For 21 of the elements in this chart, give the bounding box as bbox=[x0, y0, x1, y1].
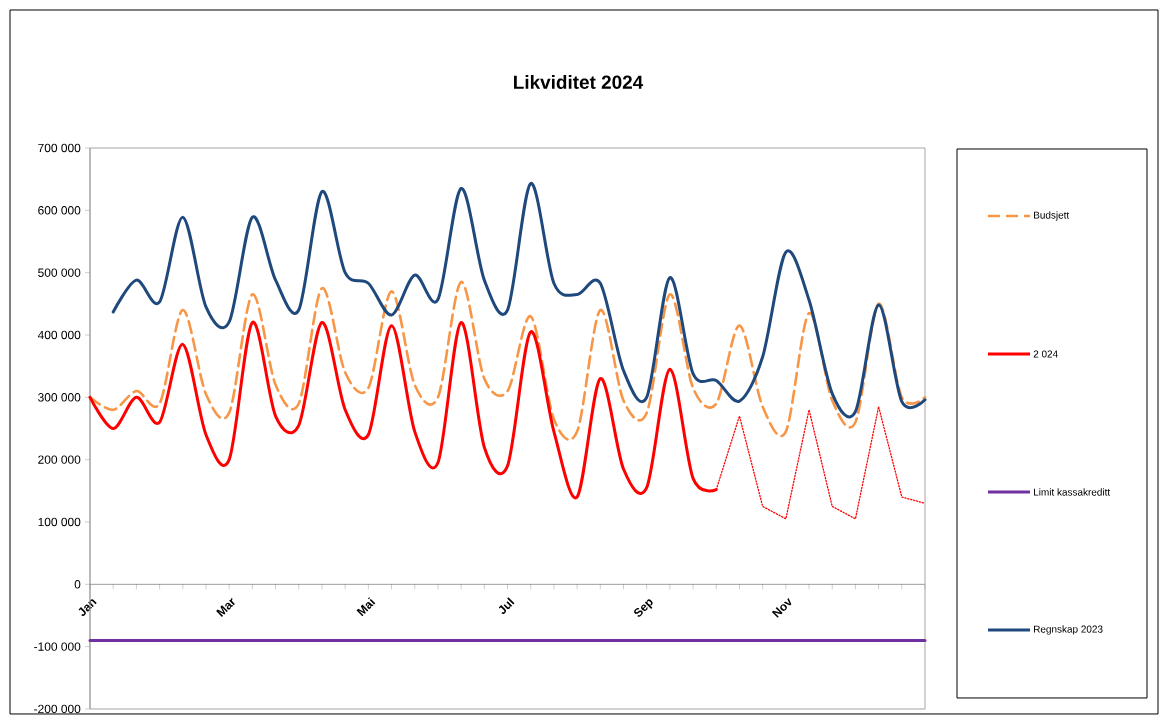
legend-label: Regnskap 2023 bbox=[1034, 625, 1103, 635]
legend-label: 2 024 bbox=[1033, 350, 1058, 358]
x-tick-label: Mar bbox=[216, 598, 235, 617]
x-tick-label: Nov bbox=[771, 598, 792, 618]
y-tick-label: 0 bbox=[74, 580, 81, 589]
y-tick-label: 100 000 bbox=[38, 517, 81, 527]
y-tick-label: 700 000 bbox=[38, 143, 81, 153]
chart-title: Likviditet 2024 bbox=[514, 75, 644, 89]
y-tick-label: -200 000 bbox=[34, 704, 81, 714]
y-tick-label: 500 000 bbox=[38, 268, 81, 277]
y-tick-label: 300 000 bbox=[38, 393, 81, 402]
x-tick-label: Jan bbox=[78, 599, 97, 616]
x-tick-label: Mai bbox=[356, 597, 376, 617]
x-tick-label: Sep bbox=[634, 599, 653, 617]
y-tick-label: 200 000 bbox=[38, 455, 81, 464]
y-tick-label: 600 000 bbox=[38, 206, 81, 215]
x-tick-label: Jul bbox=[498, 597, 515, 614]
y-tick-label: -100 000 bbox=[34, 642, 81, 651]
y-tick-label: 400 000 bbox=[37, 330, 81, 340]
legend-label: Limit kassakreditt bbox=[1034, 488, 1111, 496]
legend-label: Budsjett bbox=[1034, 211, 1070, 221]
